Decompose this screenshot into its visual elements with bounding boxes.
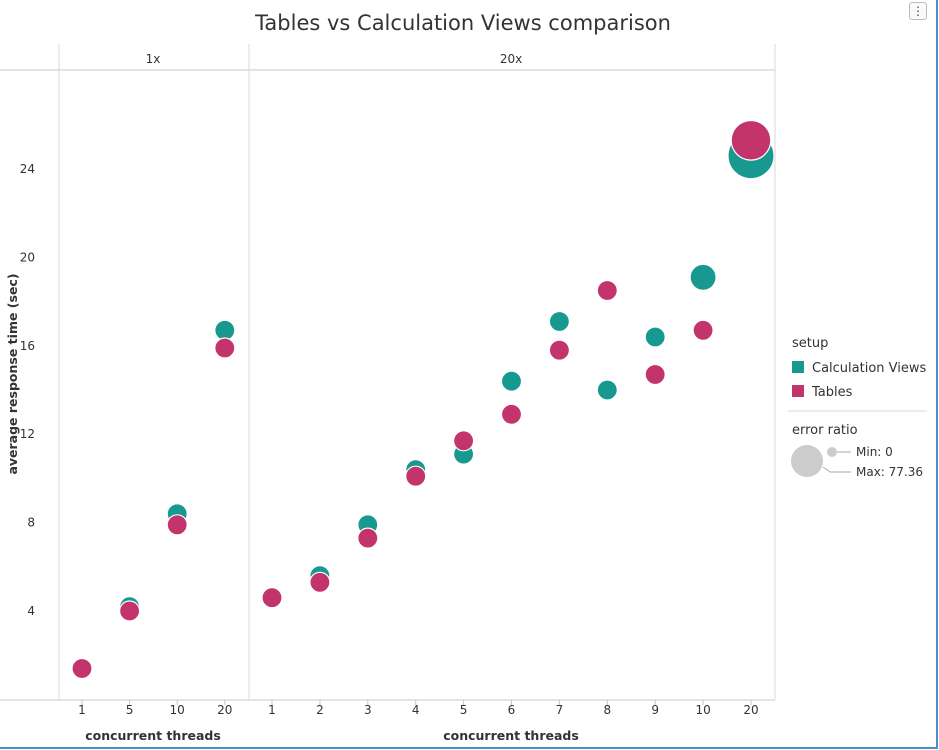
legend-title-setup: setup [792, 336, 828, 351]
point-tables [644, 363, 666, 386]
size-legend-max-label: Max: 77.36 [856, 465, 923, 479]
x-axis-ticks: 1 5 10 20 1 2 3 4 5 6 7 8 9 10 20 [78, 700, 759, 717]
legend: setup Calculation Views Tables error rat… [788, 336, 927, 479]
legend-swatch-calculation-views[interactable] [792, 361, 804, 373]
x-tick-label: 7 [556, 703, 564, 717]
point-tables [119, 600, 141, 622]
point-tables [596, 279, 618, 302]
x-tick-label: 8 [603, 703, 611, 717]
size-legend-max-leader [822, 466, 851, 473]
point-tables [548, 339, 571, 361]
x-tick-label: 5 [126, 703, 134, 717]
x-tick-label: 20 [743, 703, 758, 717]
data-points [71, 119, 775, 680]
point-tables [166, 514, 188, 536]
chart-title: Tables vs Calculation Views comparison [254, 11, 671, 35]
point-calculation-views [644, 326, 666, 348]
x-tick-label: 6 [508, 703, 516, 717]
facet-label-20x: 20x [500, 52, 522, 66]
y-tick-label: 8 [27, 516, 35, 530]
legend-title-error-ratio: error ratio [792, 423, 858, 438]
point-tables [453, 430, 475, 452]
x-tick-label: 1 [78, 703, 86, 717]
x-tick-label: 9 [651, 703, 659, 717]
point-tables [71, 657, 93, 680]
x-tick-label: 20 [217, 703, 232, 717]
legend-label-tables[interactable]: Tables [811, 385, 853, 400]
point-tables [692, 319, 714, 341]
legend-swatch-tables[interactable] [792, 385, 804, 397]
facet-label-1x: 1x [146, 52, 161, 66]
legend-label-calculation-views[interactable]: Calculation Views [812, 361, 927, 376]
point-calculation-views [500, 370, 523, 392]
x-tick-label: 5 [460, 703, 468, 717]
y-tick-label: 24 [20, 162, 35, 176]
y-tick-label: 4 [27, 604, 35, 618]
x-tick-label: 10 [170, 703, 185, 717]
x-tick-label: 3 [364, 703, 372, 717]
x-tick-label: 10 [695, 703, 710, 717]
kebab-menu-icon: ⋮ [912, 4, 924, 18]
size-legend-max-circle [791, 445, 823, 477]
point-tables [405, 465, 427, 487]
point-tables [357, 527, 379, 549]
point-tables [261, 587, 283, 609]
size-legend-min-label: Min: 0 [856, 445, 893, 459]
x-tick-label: 4 [412, 703, 420, 717]
point-calculation-views [689, 263, 717, 291]
point-tables [214, 337, 236, 359]
x-axis-title-20x: concurrent threads [443, 728, 579, 743]
point-calculation-views [214, 319, 236, 341]
y-axis-ticks: 4 8 12 16 20 24 [20, 162, 35, 618]
y-axis-title: average response time (sec) [5, 273, 20, 474]
y-tick-label: 20 [20, 250, 35, 264]
x-axis-title-1x: concurrent threads [85, 728, 221, 743]
x-tick-label: 1 [268, 703, 276, 717]
point-tables [500, 403, 523, 425]
x-tick-label: 2 [316, 703, 324, 717]
y-tick-label: 16 [20, 339, 35, 353]
point-tables [730, 119, 772, 161]
more-options-button[interactable]: ⋮ [909, 2, 927, 20]
size-legend-min-circle [827, 447, 837, 457]
point-calculation-views [548, 310, 571, 333]
y-tick-label: 12 [20, 427, 35, 441]
point-calculation-views [596, 379, 618, 401]
point-tables [309, 571, 331, 593]
